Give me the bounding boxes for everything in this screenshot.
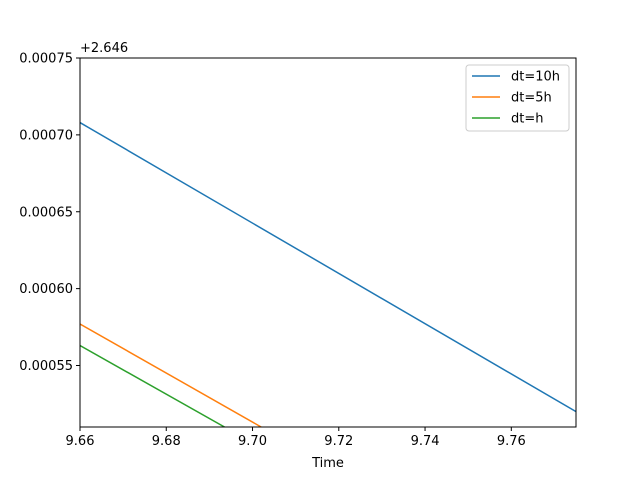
legend-label-1: dt=5h: [511, 91, 552, 106]
y-axis-ticks: 0.00055 0.00060 0.00065 0.00070 0.00075: [19, 52, 80, 374]
series-layer: [80, 121, 576, 427]
y-tick-label: 0.00075: [19, 52, 73, 67]
y-tick-label: 0.00060: [19, 282, 73, 297]
legend-label-2: dt=h: [511, 112, 543, 127]
x-tick-label: 9.74: [411, 434, 440, 449]
x-tick-label: 9.72: [324, 434, 353, 449]
y-tick-label: 0.00055: [19, 359, 73, 374]
x-tick-label: 9.68: [152, 434, 181, 449]
series-line-1: [80, 323, 262, 427]
y-tick-label: 0.00070: [19, 128, 73, 143]
x-tick-label: 9.76: [497, 434, 526, 449]
y-tick-label: 0.00065: [19, 205, 73, 220]
plot-frame: [79, 57, 577, 428]
x-axis-ticks: 9.66 9.68 9.70 9.72 9.74 9.76: [66, 427, 526, 449]
legend-box: [465, 64, 570, 132]
y-offset-label: +2.646: [80, 41, 128, 56]
x-tick-label: 9.70: [238, 434, 267, 449]
legend-label-0: dt=10h: [511, 70, 560, 85]
x-axis-label: Time: [311, 456, 344, 471]
series-line-2: [80, 344, 225, 427]
legend: dt=10h dt=5h dt=h: [465, 64, 570, 132]
x-tick-label: 9.66: [66, 434, 95, 449]
series-line-0: [80, 121, 576, 413]
